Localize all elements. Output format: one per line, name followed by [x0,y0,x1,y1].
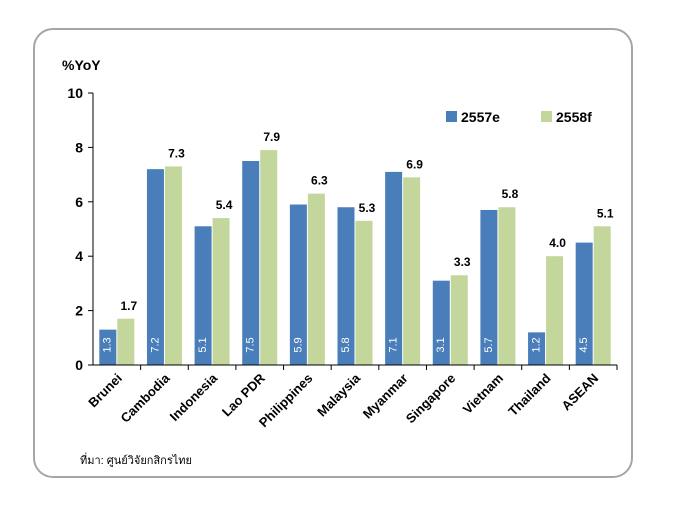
bar-2558f-vietnam [498,207,516,365]
bar-2557e-thailand [528,332,546,365]
bar-2558f-malaysia [355,220,373,365]
data-label: 7.3 [168,146,185,160]
data-label: 5.8 [340,337,352,352]
x-tick-label: Malaysia [314,370,363,419]
x-tick-label: Indonesia [167,370,221,424]
data-label: 4.5 [578,337,590,352]
data-label: 1.3 [102,337,114,352]
bar-2558f-singapore [450,275,468,365]
legend: 2557e 2558f [446,109,592,125]
data-label: 5.3 [359,201,376,215]
data-label: 3.3 [454,255,471,269]
bar-2557e-lao-pdr [242,161,260,365]
bar-2558f-philippines [307,193,325,365]
bar-2558f-cambodia [164,166,182,365]
x-tick-label: Cambodia [118,370,174,426]
data-label: 5.7 [483,337,495,352]
legend-label: 2558f [556,109,592,125]
data-label: 5.9 [292,337,304,352]
y-tick-label: 6 [75,194,83,210]
data-label: 5.1 [597,206,614,220]
data-label: 3.1 [435,337,447,352]
y-tick-label: 4 [75,248,83,264]
x-tick-label: Lao PDR [219,370,268,419]
bar-2557e-asean [575,242,593,365]
y-tick-label: 0 [75,357,83,373]
data-label: 7.1 [388,337,400,352]
data-label: 5.1 [197,337,209,352]
data-label: 1.2 [530,337,542,352]
legend-swatch [541,111,552,122]
bar-2557e-indonesia [194,226,212,365]
data-label: 7.9 [263,130,280,144]
legend-label: 2557e [461,109,500,125]
data-label: 5.4 [216,198,233,212]
bar-2557e-vietnam [480,209,498,365]
bar-2557e-cambodia [146,169,164,365]
x-tick-label: Brunei [85,371,125,411]
data-label: 6.9 [406,157,423,171]
y-axis-label: %YoY [62,57,101,73]
y-tick-label: 10 [67,85,83,101]
x-tick-label: Singapore [403,371,459,427]
bar-2557e-brunei [99,329,117,365]
x-tick-label: Vietnam [460,371,506,417]
bar-2557e-philippines [289,204,307,365]
bar-2558f-myanmar [403,177,421,365]
bar-2558f-lao-pdr [260,150,278,365]
bar-2557e-malaysia [337,207,355,365]
source-note: ที่มา: ศูนย์วิจัยกสิกรไทย [80,452,192,467]
y-tick-label: 8 [75,139,83,155]
chart-frame [33,28,633,478]
bar-2558f-indonesia [212,218,230,365]
bar-2558f-brunei [117,318,135,365]
data-label: 4.0 [549,236,566,250]
data-label: 7.2 [149,337,161,352]
x-tick-label: Thailand [505,370,553,418]
legend-swatch [446,111,457,122]
bar-2557e-singapore [432,280,450,365]
bar-2557e-myanmar [385,171,403,365]
data-label: 7.5 [245,337,257,352]
bar-2558f-thailand [546,256,564,365]
data-label: 6.3 [311,174,328,188]
data-label: 5.8 [502,187,519,201]
bar-2558f-asean [593,226,611,365]
x-tick-label: ASEAN [559,371,602,414]
y-tick-label: 2 [75,303,83,319]
data-label: 1.7 [120,299,137,313]
